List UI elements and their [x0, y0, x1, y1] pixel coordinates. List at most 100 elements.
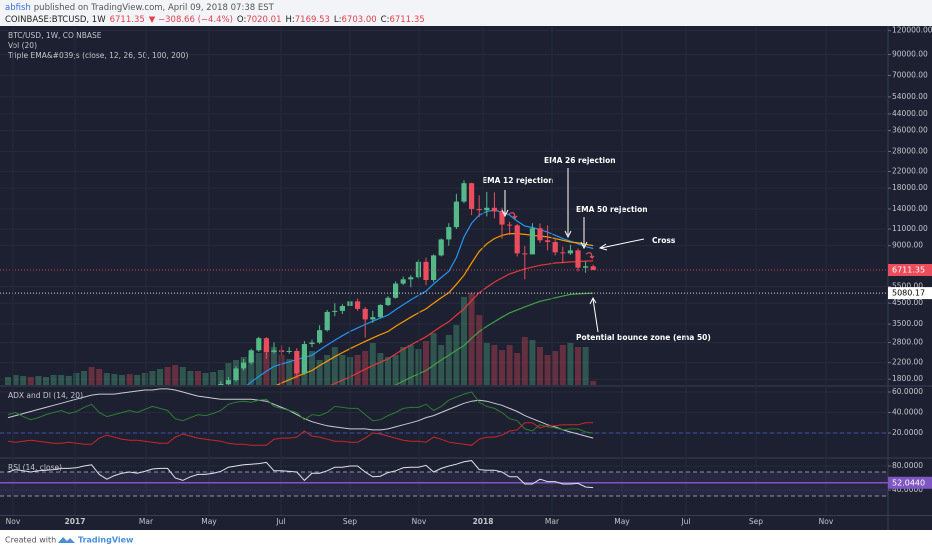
- volume-bar: [255, 353, 262, 385]
- arrow-head: [589, 296, 597, 305]
- price-tag: [888, 287, 932, 300]
- y-tick-label: 4500.00: [892, 298, 923, 307]
- volume-bar: [240, 357, 247, 385]
- volume-bar: [119, 375, 125, 385]
- pane-title: ADX and DI (14, 20): [8, 391, 83, 400]
- header-bar: [0, 0, 932, 26]
- time-label: Jul: [680, 517, 690, 526]
- candle-body: [324, 311, 330, 331]
- volume-bar: [377, 353, 384, 385]
- volume-bar: [415, 349, 422, 385]
- volume-bar: [445, 335, 452, 385]
- candle-body: [491, 207, 497, 212]
- volume-bar: [491, 345, 498, 385]
- candle-body: [461, 183, 467, 202]
- brand-logo[interactable]: [58, 537, 75, 543]
- volume-bar: [12, 375, 19, 385]
- volume-bar: [483, 343, 490, 385]
- candle-body: [529, 228, 535, 255]
- volume-bar: [263, 345, 270, 385]
- time-label: Jul: [275, 517, 285, 526]
- candle-body: [552, 242, 558, 253]
- ohlc-key: C:: [381, 15, 390, 25]
- ohlc-value: 6711.35: [389, 15, 424, 25]
- volume-bar: [407, 345, 414, 385]
- footer-text: Created with: [5, 536, 56, 545]
- volume-bar: [590, 381, 597, 385]
- candle-body: [453, 201, 459, 228]
- volume-bar: [400, 347, 407, 385]
- candle-body: [385, 297, 391, 306]
- candle-body: [218, 383, 224, 385]
- volume-bar: [164, 367, 171, 385]
- publisher[interactable]: abfish: [5, 3, 31, 13]
- ohlc-value: 6703.00: [342, 15, 377, 25]
- candle-body: [317, 330, 323, 343]
- indicator-line: [7, 391, 594, 434]
- indicator-line: [7, 422, 594, 446]
- header-line: abfish published on TradingView.com, Apri…: [5, 3, 275, 13]
- volume-bar: [567, 343, 574, 385]
- y-tick-label: 120000.00: [892, 26, 932, 35]
- candle-body: [583, 266, 589, 268]
- annotations: [501, 168, 645, 333]
- rsi-band: [0, 472, 888, 496]
- time-label: Sep: [749, 517, 763, 526]
- volume-bar: [286, 359, 293, 385]
- y-tick-label: 44000.00: [892, 109, 928, 118]
- published: published on TradingView.com, April 09, …: [34, 3, 275, 13]
- volume-bar: [27, 377, 34, 385]
- candle-body: [537, 228, 543, 241]
- volume-bar: [309, 351, 315, 385]
- volume-bar: [88, 367, 95, 385]
- volume-bar: [35, 376, 42, 385]
- volume-bar: [324, 355, 331, 385]
- candle-body: [438, 239, 444, 256]
- candle-body: [362, 308, 368, 320]
- candle-body: [294, 350, 300, 374]
- candle-body: [263, 338, 269, 352]
- value-tag: [888, 476, 932, 489]
- candle-body: [507, 224, 513, 226]
- candle-body: [279, 350, 285, 352]
- annotation-arrow: [600, 238, 645, 249]
- quote-line: COINBASE:BTCUSD, 1W 6711.35 ▼ −308.66 (−4.…: [5, 15, 425, 25]
- candle-body: [377, 305, 383, 318]
- volume-bar: [248, 355, 255, 385]
- pane-title: RSI (14, close): [8, 463, 62, 472]
- ohlc-value: 7169.53: [295, 15, 330, 25]
- arrow-head: [501, 209, 509, 218]
- legend-entry: BTC/USD, 1W, COINBASE: [8, 31, 102, 40]
- y-tick-label: 80.0000: [892, 461, 923, 470]
- candle-body: [370, 317, 376, 320]
- y-tick-label: 18000.00: [892, 183, 928, 192]
- volume-bar: [278, 355, 285, 385]
- candle-body: [560, 252, 566, 254]
- volume-bar: [423, 341, 429, 385]
- footer-bar: [0, 530, 932, 550]
- volume-bar: [58, 375, 65, 385]
- symbol: COINBASE:BTCUSD, 1W: [5, 15, 106, 25]
- footer-brand[interactable]: TradingView: [78, 536, 134, 545]
- time-label: Nov: [6, 517, 21, 526]
- volume-bar: [195, 371, 201, 385]
- y-tick-label: 2800.00: [892, 338, 923, 347]
- candle-body: [309, 342, 315, 345]
- volume-bar: [521, 337, 528, 385]
- volume-bar: [202, 373, 209, 385]
- volume-bar: [81, 371, 87, 385]
- ohlc-value: 7020.01: [246, 15, 281, 25]
- annotation: Potential bounce zone (ema 50): [576, 333, 711, 342]
- y-tick-label: 40.0000: [892, 408, 923, 417]
- volume-bar: [499, 350, 505, 385]
- y-tick-label: 20.0000: [892, 428, 923, 437]
- volume-bar: [331, 347, 338, 385]
- volume-bar: [362, 351, 369, 385]
- annotation: EMA 26 rejection: [544, 156, 616, 165]
- candle-body: [248, 350, 254, 363]
- volume-bar: [126, 374, 133, 385]
- volume-bar: [559, 345, 566, 385]
- time-label: Mar: [545, 517, 560, 526]
- volume-bar: [354, 355, 361, 385]
